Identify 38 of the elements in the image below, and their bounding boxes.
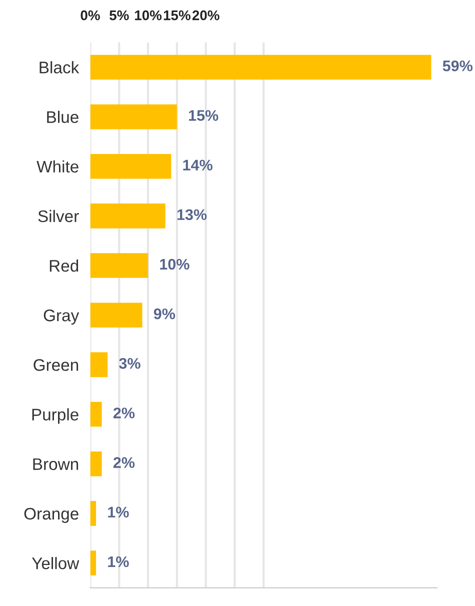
bar — [90, 54, 432, 80]
data-label: 2% — [113, 408, 135, 418]
y-tick-label: Gray — [44, 310, 80, 325]
data-label: 3% — [119, 358, 140, 369]
y-tick-label: Red — [50, 260, 78, 272]
data-label: 13% — [177, 209, 207, 220]
x-tick-label: 20% — [192, 10, 220, 20]
bar — [90, 501, 96, 526]
data-label: 2% — [113, 457, 135, 468]
y-tick-label: Silver — [38, 210, 79, 222]
data-label: 10% — [160, 258, 190, 270]
x-tick-label: 10% — [135, 10, 162, 20]
data-label: 14% — [183, 160, 212, 170]
y-tick-label: Purple — [32, 408, 78, 424]
data-label: 59% — [442, 60, 473, 72]
bar — [90, 253, 148, 278]
y-tick-label: Green — [34, 359, 78, 371]
y-tick-label: Black — [40, 61, 80, 74]
data-label: 1% — [108, 506, 129, 518]
y-tick-label: Blue — [47, 110, 78, 123]
x-tick-label: 5% — [110, 10, 129, 20]
y-tick-label: Yellow — [32, 556, 80, 570]
data-label: 9% — [154, 308, 176, 320]
x-tick-label: 15% — [164, 10, 190, 20]
bar — [90, 204, 166, 228]
bar — [90, 451, 102, 476]
y-tick-label: White — [36, 160, 78, 173]
bar — [90, 352, 108, 378]
data-label: 15% — [189, 110, 218, 121]
x-tick-label: 0% — [80, 10, 100, 20]
bar — [90, 104, 177, 130]
y-tick-label: Orange — [24, 508, 78, 523]
bar — [90, 550, 96, 576]
data-label: 1% — [108, 556, 129, 568]
y-tick-label: Brown — [33, 458, 78, 470]
bar — [90, 154, 172, 179]
bar — [90, 302, 142, 328]
bar — [90, 402, 102, 427]
